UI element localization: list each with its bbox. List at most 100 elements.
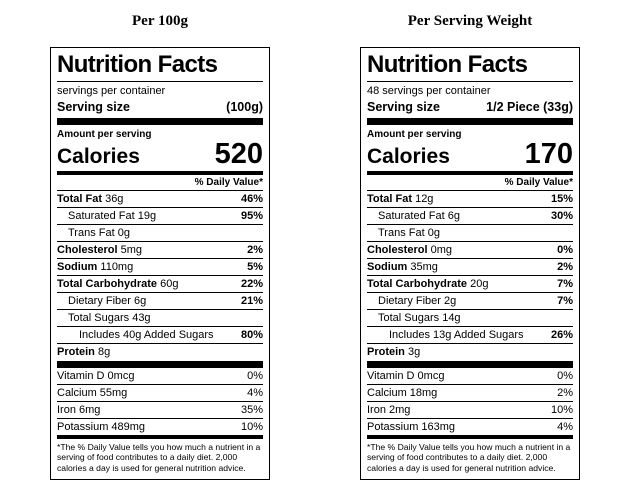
daily-value-percent: 10% [550, 403, 573, 416]
nutrient-name: Cholesterol 0mg [367, 243, 452, 256]
nutrient-name: Dietary Fiber 2g [378, 295, 457, 308]
daily-value-percent: 30% [550, 209, 573, 222]
nutrient-row: Potassium 163mg 4% [367, 417, 573, 435]
amount-per-serving-label: Amount per serving [367, 128, 462, 140]
nutrient-row: Potassium 489mg 10% [57, 417, 263, 435]
nutrient-row: Total Carbohydrate 20g 7% [367, 275, 573, 292]
daily-value-percent: 4% [247, 386, 263, 399]
nutrient-row: Cholesterol 0mg 0% [367, 240, 573, 258]
daily-value-percent: 46% [240, 192, 263, 205]
servings-per-container: 48 servings per container [367, 84, 491, 97]
thick-divider-bar [367, 117, 573, 125]
nutrient-row: Dietary Fiber 6g 21% [57, 292, 263, 309]
daily-value-percent: 21% [240, 295, 263, 308]
daily-value-percent: 35% [240, 403, 263, 416]
column-per-100g: Per 100g Nutrition Facts servings per co… [50, 13, 270, 481]
nutrient-row: Sodium 35mg 2% [367, 258, 573, 275]
serving-size-label: Serving size [57, 99, 130, 114]
nutrient-row: Sodium 110mg 5% [57, 258, 263, 275]
thick-divider-bar [367, 360, 573, 368]
calories-label: Calories [57, 144, 140, 168]
thick-divider-bar [57, 360, 263, 368]
column-heading-per-100g: Per 100g [132, 13, 188, 29]
nutrient-name: Total Fat 36g [57, 192, 124, 205]
column-per-serving-weight: Per Serving Weight Nutrition Facts 48 se… [360, 13, 580, 481]
nutrient-name: Potassium 163mg [367, 420, 456, 433]
nutrient-name: Saturated Fat 19g [68, 209, 157, 222]
nutrient-name: Trans Fat 0g [68, 226, 130, 239]
nutrient-row: Trans Fat 0g [367, 223, 573, 241]
daily-value-header: % Daily Value* [194, 176, 263, 188]
nutrient-row: Total Sugars 43g [57, 309, 263, 326]
nutrient-row: Dietary Fiber 2g 7% [367, 292, 573, 309]
medium-divider-bar [57, 170, 263, 175]
vitamin-rows: Vitamin D 0mcg 0% Calcium 55mg 4% Iron 6mg 35… [57, 368, 263, 435]
nutrient-row: Includes 40g Added Sugars 80% [57, 326, 263, 343]
daily-value-percent: 22% [240, 278, 263, 291]
medium-divider-bar [367, 170, 573, 175]
calories-row: Calories 520 [57, 139, 263, 171]
nutrient-name: Total Fat 12g [367, 192, 434, 205]
thick-divider-bar [57, 117, 263, 125]
calories-value: 170 [524, 137, 573, 170]
daily-value-percent: 95% [240, 209, 263, 222]
nutrient-name: Iron 2mg [367, 403, 411, 416]
nutrient-row: Total Fat 12g 15% [367, 189, 573, 207]
nutrient-name: Total Carbohydrate 20g [367, 278, 489, 291]
nutrient-row: Protein 3g [367, 343, 573, 360]
nutrition-label-per-serving-weight: Nutrition Facts 48 servings per containe… [360, 47, 580, 481]
nutrient-name: Vitamin D 0mcg [57, 369, 135, 382]
nutrition-label-per-100g: Nutrition Facts servings per container S… [50, 47, 270, 481]
vitamin-rows: Vitamin D 0mcg 0% Calcium 18mg 2% Iron 2mg 10… [367, 368, 573, 435]
nutrient-rows: Total Fat 12g 15% Saturated Fat 6g 30% Trans… [367, 189, 573, 361]
daily-value-percent: 0% [557, 369, 573, 382]
daily-value-percent: 2% [247, 243, 263, 256]
nutrient-name: Calcium 55mg [57, 386, 128, 399]
daily-value-percent: 5% [247, 261, 263, 273]
serving-size-label: Serving size [367, 99, 440, 114]
calories-row: Calories 170 [367, 137, 573, 171]
daily-value-percent: 2% [557, 386, 573, 399]
nutrient-name: Sodium 110mg [57, 261, 134, 273]
nutrient-name: Calcium 18mg [367, 386, 438, 399]
nutrient-row: Cholesterol 5mg 2% [57, 240, 263, 258]
nutrition-facts-title: Nutrition Facts [57, 51, 263, 82]
nutrient-name: Total Sugars 43g [68, 312, 151, 325]
nutrient-row: Includes 13g Added Sugars 26% [367, 326, 573, 343]
nutrient-row: Calcium 18mg 2% [367, 383, 573, 401]
nutrient-name: Trans Fat 0g [378, 226, 440, 239]
daily-value-percent: 0% [557, 243, 573, 256]
daily-value-header: % Daily Value* [504, 176, 573, 188]
nutrient-rows: Total Fat 36g 46% Saturated Fat 19g 95% Tran… [57, 189, 263, 361]
nutrient-row: Protein 8g [57, 343, 263, 360]
serving-size-row: Serving size (100g) [57, 99, 263, 118]
nutrient-row: Calcium 55mg 4% [57, 383, 263, 401]
nutrient-row: Total Carbohydrate 60g 22% [57, 275, 263, 292]
nutrient-row: Iron 2mg 10% [367, 400, 573, 418]
nutrient-row: Vitamin D 0mcg 0% [367, 368, 573, 384]
nutrient-name: Iron 6mg [57, 403, 101, 416]
nutrient-row: Trans Fat 0g [57, 223, 263, 241]
daily-value-percent: 10% [240, 420, 263, 433]
daily-value-percent: 80% [240, 329, 263, 342]
nutrient-name: Dietary Fiber 6g [68, 295, 147, 308]
nutrient-name: Saturated Fat 6g [378, 209, 460, 222]
nutrient-row: Saturated Fat 19g 95% [57, 206, 263, 224]
daily-value-percent: 4% [557, 420, 573, 433]
nutrient-name: Potassium 489mg [57, 420, 146, 433]
medium-divider-bar [57, 434, 263, 439]
medium-divider-bar [367, 434, 573, 439]
serving-size-value: (100g) [226, 99, 263, 114]
servings-per-container: servings per container [57, 84, 166, 97]
daily-value-percent: 15% [550, 192, 573, 205]
amount-per-serving-label: Amount per serving [57, 128, 152, 140]
nutrient-name: Protein 8g [57, 346, 111, 359]
comparison-page: Per 100g Nutrition Facts servings per co… [50, 13, 580, 481]
daily-value-percent: 2% [557, 261, 573, 273]
nutrient-name: Total Sugars 14g [378, 312, 461, 325]
daily-value-footnote: *The % Daily Value tells you how much a … [57, 441, 261, 473]
calories-label: Calories [367, 144, 450, 168]
nutrient-row: Total Sugars 14g [367, 309, 573, 326]
nutrient-name: Includes 40g Added Sugars [79, 329, 214, 342]
serving-size-value: 1/2 Piece (33g) [486, 99, 573, 114]
